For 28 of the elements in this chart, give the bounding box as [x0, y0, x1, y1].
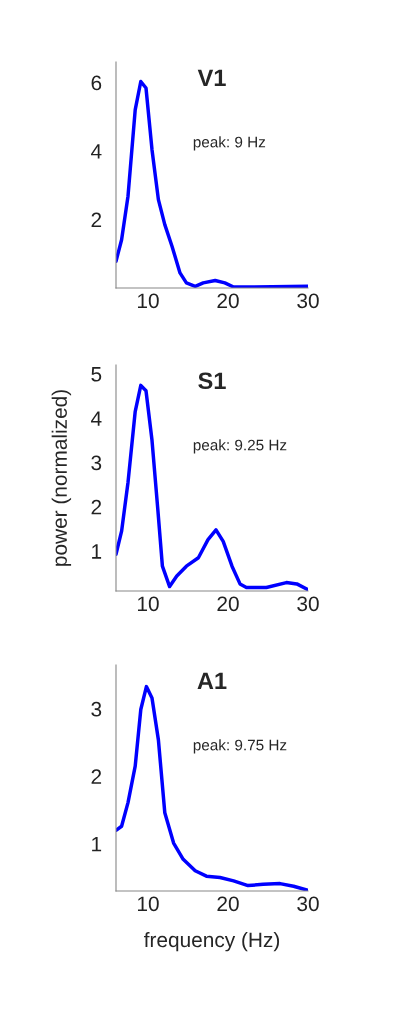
y-tick-label: 4	[91, 144, 102, 159]
y-tick-label: 2	[91, 499, 102, 515]
annotation: peak: 9 Hz	[193, 136, 266, 151]
x-tick-label: 20	[217, 596, 239, 612]
y-axis-title: power (normalized)	[51, 390, 72, 566]
x-tick-label: 10	[138, 896, 159, 912]
y-tick-label: 5	[91, 367, 102, 382]
chart-title: S1	[198, 372, 226, 390]
annotation: peak: 9.25 Hz	[193, 439, 287, 454]
x-axis-title: frequency (Hz)	[143, 931, 280, 952]
y-tick-label: 3	[91, 701, 102, 717]
chart-title: V1	[197, 69, 226, 86]
x-tick-label: 30	[297, 596, 319, 612]
x-tick-label: 20	[217, 293, 239, 309]
y-tick-label: 6	[91, 75, 102, 91]
x-tick-label: 20	[217, 896, 239, 912]
chart-title: A1	[197, 672, 227, 689]
y-tick-label: 2	[91, 769, 102, 784]
annotation: peak: 9.75 Hz	[193, 739, 287, 754]
y-tick-label: 4	[91, 411, 102, 426]
x-tick-label: 10	[138, 596, 159, 612]
y-tick-label: 1	[92, 836, 102, 852]
x-tick-label: 30	[297, 293, 319, 309]
x-tick-label: 30	[297, 896, 319, 912]
x-tick-label: 10	[138, 293, 159, 309]
y-tick-label: 3	[91, 455, 102, 471]
y-tick-label: 1	[92, 544, 102, 559]
y-tick-label: 2	[91, 212, 102, 228]
